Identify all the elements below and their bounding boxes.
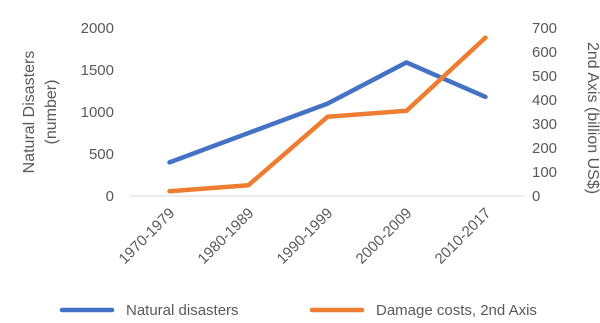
left-axis-ticks: 0 500 1000 1500 2000	[81, 20, 114, 205]
x-axis-tick-label: 2000-2009	[353, 205, 416, 268]
legend: Natural disasters Damage costs, 2nd Axis	[59, 302, 537, 319]
legend-label: Damage costs, 2nd Axis	[376, 302, 537, 319]
series-line-0	[167, 60, 488, 165]
right-axis-tick-label: 700	[532, 20, 557, 37]
right-axis-tick-label: 400	[532, 92, 557, 109]
series-lines	[167, 35, 488, 194]
x-axis-tick-label: 1990-1999	[274, 205, 337, 268]
right-axis-title: 2nd Axis (billion US$)	[584, 42, 600, 194]
right-axis-tick-label: 0	[532, 188, 540, 205]
left-axis-tick-label: 1500	[81, 62, 114, 79]
left-axis-tick-label: 500	[89, 146, 114, 163]
left-axis-title-text: Natural Disasters (number)	[21, 51, 60, 174]
x-axis-ticks: 1970-1979 1980-1989 1990-1999 2000-2009 2010…	[116, 205, 495, 268]
legend-label: Natural disasters	[126, 302, 239, 319]
left-axis-title-line: (number)	[43, 80, 60, 145]
x-axis-tick-label: 1970-1979	[116, 205, 179, 268]
right-axis-ticks: 0 100 200 300 400 500 600 700	[532, 20, 557, 205]
right-axis-tick-label: 500	[532, 68, 557, 85]
left-axis-title-line: Natural Disasters	[21, 51, 38, 174]
left-axis-tick-label: 2000	[81, 20, 114, 37]
right-axis-tick-label: 600	[532, 44, 557, 61]
left-axis-tick-label: 1000	[81, 104, 114, 121]
right-axis-tick-label: 100	[532, 164, 557, 181]
left-axis-title: Natural Disasters (number)	[21, 51, 60, 174]
right-axis-tick-label: 300	[532, 116, 557, 133]
right-axis-tick-label: 200	[532, 140, 557, 157]
series-line-1	[167, 35, 488, 194]
x-axis-tick-label: 2010-2017	[432, 205, 495, 268]
x-axis-tick-label: 1980-1989	[195, 205, 258, 268]
left-axis-tick-label: 0	[106, 188, 114, 205]
right-axis-title-text: 2nd Axis (billion US$)	[584, 42, 600, 194]
